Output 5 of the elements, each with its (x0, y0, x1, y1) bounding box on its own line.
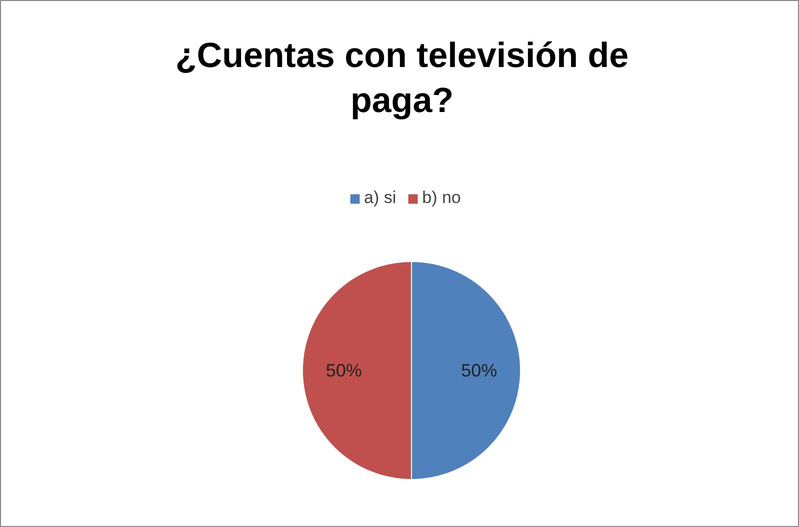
data-label: 50% (461, 360, 498, 380)
chart-title: ¿Cuentas con televisión de paga? (175, 36, 629, 120)
legend-label: b) no (422, 188, 461, 208)
data-label: 50% (326, 360, 362, 380)
legend-label: a) si (364, 188, 396, 208)
